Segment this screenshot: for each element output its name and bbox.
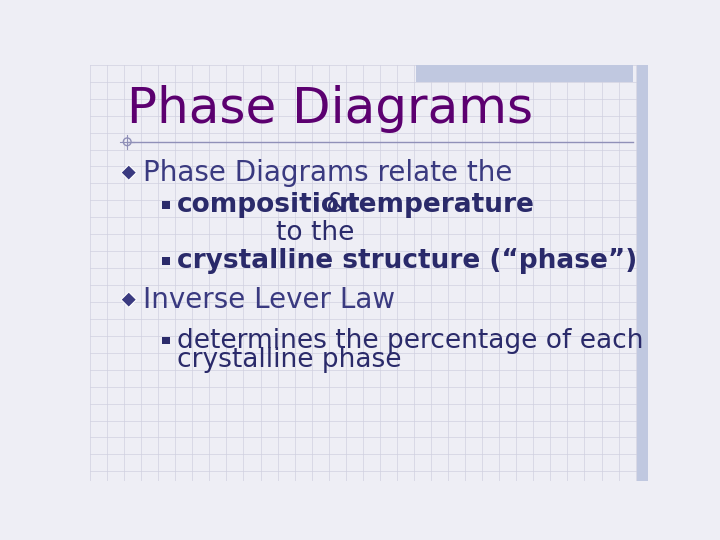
Text: crystalline structure (“phase”): crystalline structure (“phase”) bbox=[177, 248, 637, 274]
Text: to the: to the bbox=[276, 220, 354, 246]
Polygon shape bbox=[121, 292, 137, 307]
Text: crystalline phase: crystalline phase bbox=[177, 347, 401, 373]
Text: Inverse Lever Law: Inverse Lever Law bbox=[143, 286, 395, 314]
Text: Phase Diagrams: Phase Diagrams bbox=[127, 85, 534, 133]
Text: temperature: temperature bbox=[346, 192, 534, 218]
Text: &: & bbox=[318, 192, 355, 218]
FancyBboxPatch shape bbox=[637, 65, 648, 481]
Text: Phase Diagrams relate the: Phase Diagrams relate the bbox=[143, 159, 512, 187]
FancyBboxPatch shape bbox=[415, 65, 632, 82]
Text: determines the percentage of each: determines the percentage of each bbox=[177, 328, 643, 354]
Text: composition: composition bbox=[177, 192, 359, 218]
Polygon shape bbox=[162, 201, 170, 209]
Polygon shape bbox=[162, 257, 170, 265]
Polygon shape bbox=[121, 165, 137, 180]
Polygon shape bbox=[162, 336, 170, 345]
